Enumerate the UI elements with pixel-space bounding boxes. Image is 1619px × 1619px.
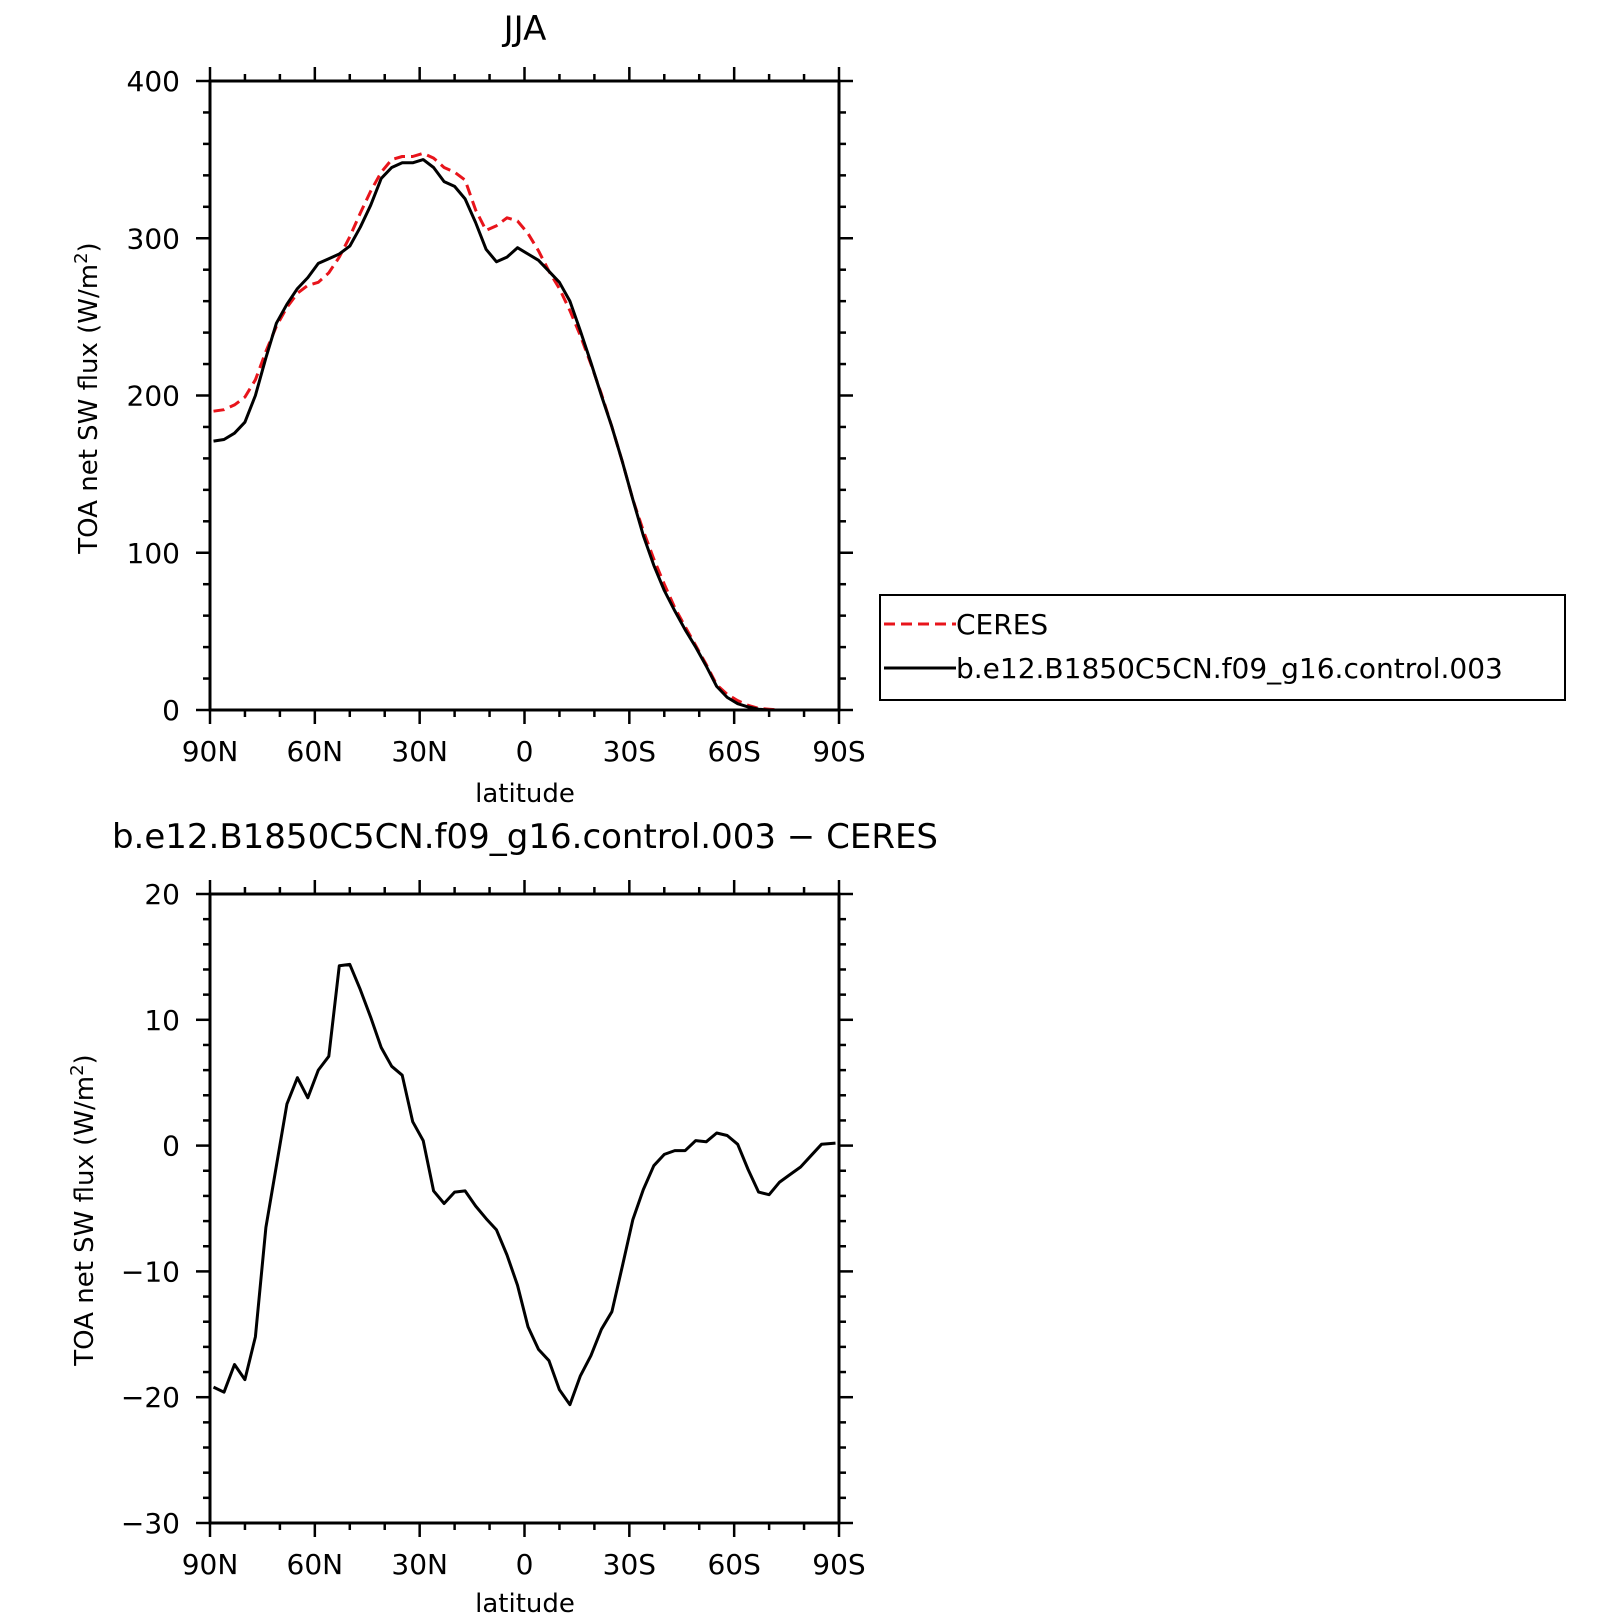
top-x-tick-label: 30N (391, 735, 448, 768)
bottom-y-tick-label: 20 (144, 878, 180, 911)
top-x-tick-label: 60N (287, 735, 344, 768)
top-chart-x-tick-labels: 90N 60N 30N 0 30S 60S 90S (182, 735, 866, 768)
top-x-tick-label: 60S (707, 735, 760, 768)
top-y-tick-label: 200 (127, 380, 180, 413)
top-chart-ticks (196, 67, 853, 724)
top-y-tick-label: 0 (162, 694, 180, 727)
top-series-line-ceres (213, 151, 836, 712)
legend-box (879, 594, 1566, 701)
bottom-x-tick-label: 60S (707, 1548, 760, 1581)
top-chart: JJA 0 100 200 300 400 90N 60N 30N 0 30S 60S 90S la… (71, 9, 1566, 809)
bottom-y-tick-label: 10 (144, 1004, 180, 1037)
bottom-chart-series (212, 962, 836, 1407)
top-chart-frame (208, 79, 841, 712)
bottom-chart-frame (208, 892, 841, 1525)
top-chart-series (213, 151, 836, 712)
bottom-chart-y-tick-labels: −30 −20 −10 0 10 20 (121, 878, 180, 1540)
bottom-y-tick-label: −20 (121, 1381, 180, 1414)
bottom-x-tick-label: 60N (287, 1548, 344, 1581)
bottom-x-tick-label: 30N (391, 1548, 448, 1581)
top-chart-title: JJA (502, 9, 547, 49)
bottom-y-tick-label: −30 (121, 1507, 180, 1540)
bottom-y-tick-label: −10 (121, 1255, 180, 1288)
legend: CERES b.e12.B1850C5CN.f09_g16.control.00… (879, 594, 1566, 701)
bottom-x-tick-label: 30S (603, 1548, 656, 1581)
bottom-series-line-model (212, 962, 836, 1407)
top-y-tick-label: 300 (127, 222, 180, 255)
top-y-tick-label: 400 (127, 65, 180, 98)
bottom-x-tick-label: 90N (182, 1548, 239, 1581)
bottom-x-tick-label: 0 (516, 1548, 534, 1581)
bottom-y-tick-label: 0 (162, 1130, 180, 1163)
top-series-line-model (213, 158, 836, 712)
top-x-tick-label: 30S (603, 735, 656, 768)
top-chart-y-axis-title: TOA net SW flux (W/m2) (71, 242, 104, 554)
top-x-tick-label: 90S (812, 735, 865, 768)
top-chart-y-tick-labels: 0 100 200 300 400 (127, 65, 180, 727)
top-x-tick-label: 90N (182, 735, 239, 768)
legend-label-ceres: CERES (956, 608, 1048, 641)
legend-label-model: b.e12.B1850C5CN.f09_g16.control.003 (956, 652, 1503, 685)
bottom-chart-x-axis-title: latitude (475, 1589, 575, 1619)
top-chart-x-axis-title: latitude (475, 779, 575, 809)
bottom-chart-ticks (196, 880, 853, 1537)
bottom-x-tick-label: 90S (812, 1548, 865, 1581)
top-x-tick-label: 0 (516, 735, 534, 768)
bottom-chart-y-axis-title: TOA net SW flux (W/m2) (67, 1054, 100, 1366)
bottom-chart-x-tick-labels: 90N 60N 30N 0 30S 60S 90S (182, 1548, 866, 1581)
bottom-chart-title: b.e12.B1850C5CN.f09_g16.control.003 − CE… (112, 817, 938, 857)
bottom-chart: b.e12.B1850C5CN.f09_g16.control.003 − CE… (67, 817, 938, 1619)
top-y-tick-label: 100 (127, 537, 180, 570)
